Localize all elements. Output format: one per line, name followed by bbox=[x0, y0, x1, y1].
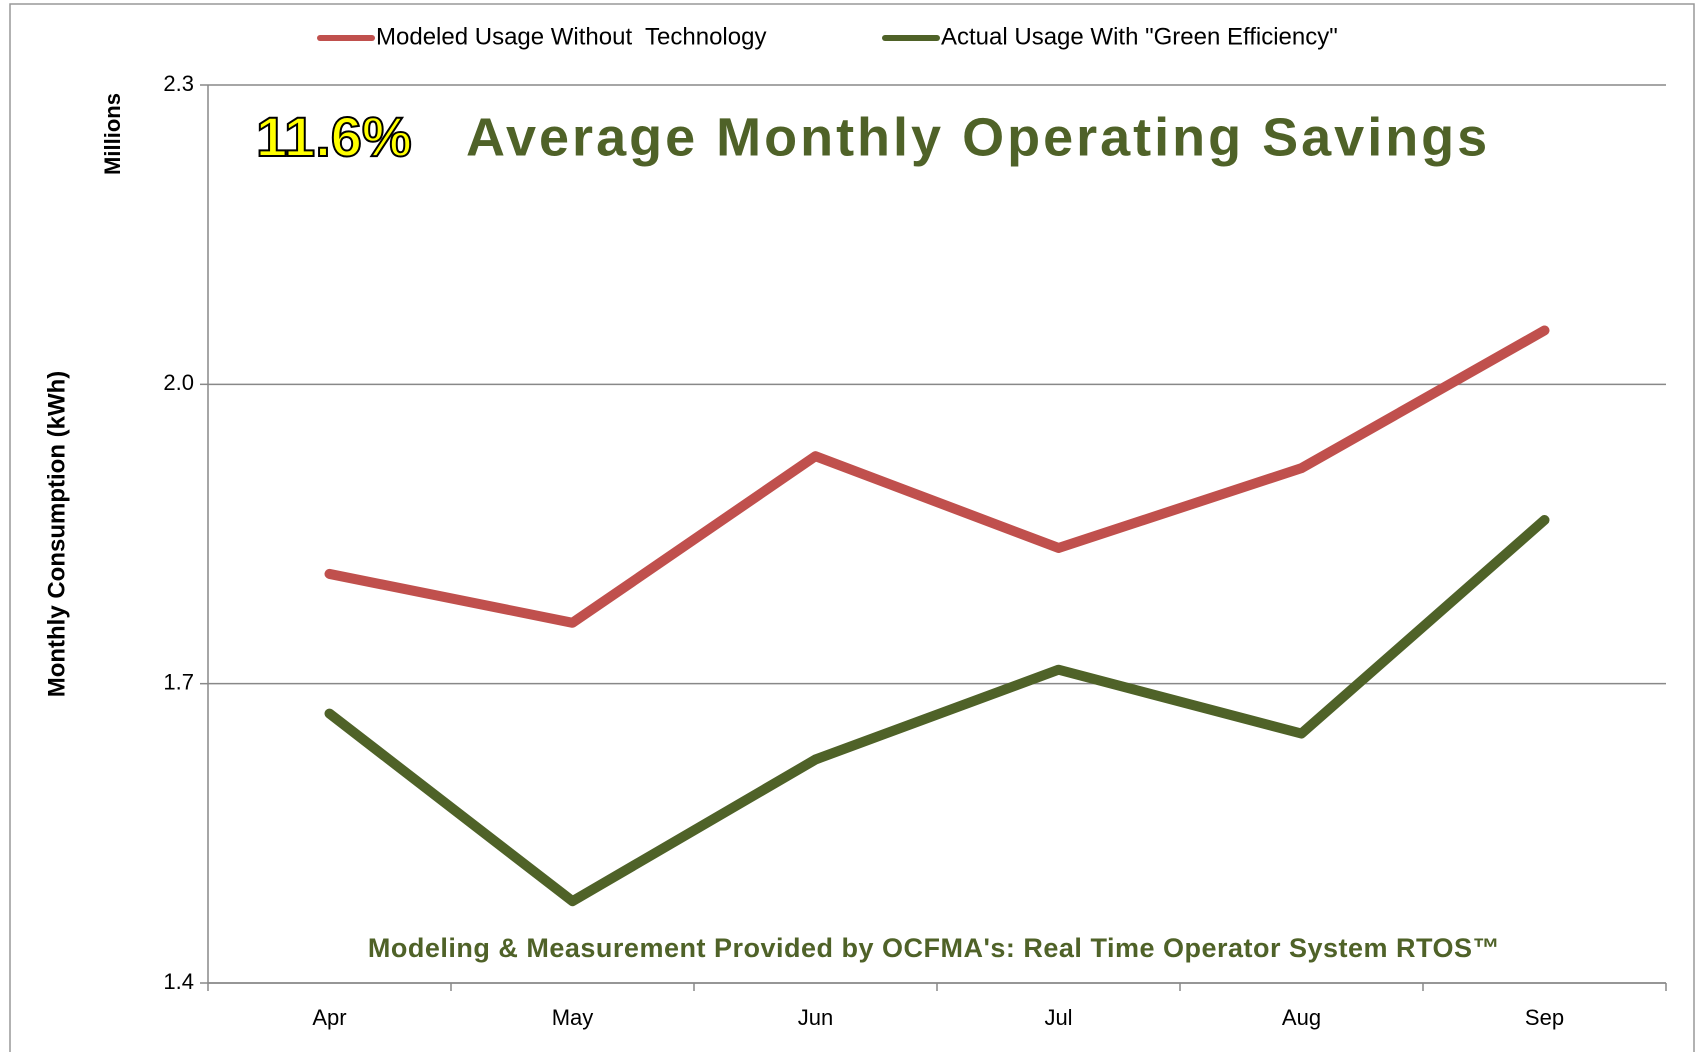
x-tick-label: Apr bbox=[312, 1005, 346, 1030]
x-tick-label: Jun bbox=[798, 1005, 833, 1030]
y-tick-label: 1.7 bbox=[163, 669, 194, 694]
chart-title: Average Monthly Operating Savings bbox=[466, 107, 1490, 167]
x-tick-label: Jul bbox=[1044, 1005, 1072, 1030]
footnote: Modeling & Measurement Provided by OCFMA… bbox=[368, 933, 1500, 963]
legend-label: Actual Usage With "Green Efficiency" bbox=[941, 23, 1338, 50]
legend-label: Modeled Usage Without Technology bbox=[376, 23, 766, 50]
y-tick-label: 2.3 bbox=[163, 71, 194, 96]
highlight: 11.6% bbox=[256, 105, 412, 168]
y-axis-label: Monthly Consumption (kWh) bbox=[43, 371, 70, 698]
series-line bbox=[324, 515, 1550, 907]
y-tick-label: 2.0 bbox=[163, 370, 194, 395]
chart-border bbox=[9, 3, 1695, 1052]
series-line bbox=[324, 325, 1550, 628]
x-tick-label: Sep bbox=[1525, 1005, 1564, 1030]
y-tick-label: 1.4 bbox=[163, 969, 194, 994]
x-tick-label: Aug bbox=[1282, 1005, 1321, 1030]
x-tick-label: May bbox=[552, 1005, 594, 1030]
unit-label: Millions bbox=[100, 93, 125, 175]
